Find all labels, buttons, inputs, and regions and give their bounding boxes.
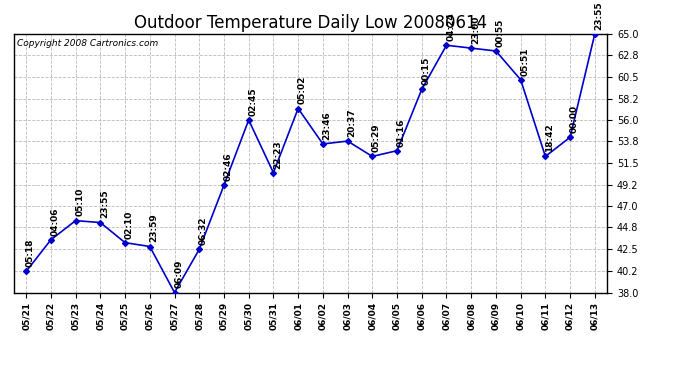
- Text: 18:42: 18:42: [545, 123, 554, 152]
- Text: 05:18: 05:18: [26, 239, 34, 267]
- Text: 06:32: 06:32: [199, 217, 208, 245]
- Text: 23:59: 23:59: [150, 214, 159, 242]
- Text: 05:51: 05:51: [520, 47, 529, 76]
- Text: 01:16: 01:16: [397, 118, 406, 147]
- Text: 04:06: 04:06: [50, 207, 59, 236]
- Text: 00:55: 00:55: [495, 18, 504, 47]
- Text: 23:46: 23:46: [322, 111, 331, 140]
- Text: 04:24: 04:24: [446, 12, 455, 41]
- Text: 00:15: 00:15: [422, 57, 431, 85]
- Text: 02:45: 02:45: [248, 87, 257, 116]
- Text: 23:00: 23:00: [471, 16, 480, 44]
- Text: 02:46: 02:46: [224, 152, 233, 181]
- Text: 05:29: 05:29: [372, 124, 381, 152]
- Text: 23:55: 23:55: [100, 190, 109, 218]
- Text: Copyright 2008 Cartronics.com: Copyright 2008 Cartronics.com: [17, 39, 158, 48]
- Text: 22:23: 22:23: [273, 140, 282, 168]
- Title: Outdoor Temperature Daily Low 20080614: Outdoor Temperature Daily Low 20080614: [134, 14, 487, 32]
- Text: 05:02: 05:02: [298, 76, 307, 104]
- Text: 02:10: 02:10: [125, 210, 134, 238]
- Text: 06:09: 06:09: [174, 260, 183, 288]
- Text: 00:00: 00:00: [570, 105, 579, 133]
- Text: 05:10: 05:10: [75, 188, 84, 216]
- Text: 20:37: 20:37: [347, 108, 356, 137]
- Text: 23:55: 23:55: [595, 1, 604, 30]
